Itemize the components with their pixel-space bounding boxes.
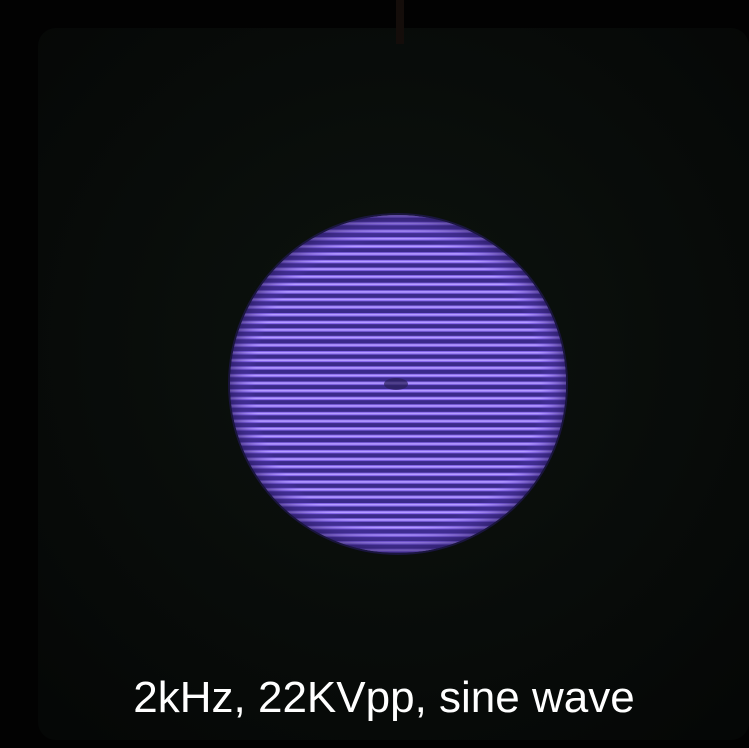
photo: 2kHz, 22KVpp, sine wave — [0, 0, 749, 748]
page-body: 2kHz, 22KVpp, sine wave (() => { const d… — [0, 0, 749, 748]
caption: 2kHz, 22KVpp, sine wave — [133, 673, 634, 722]
wire — [396, 0, 404, 44]
center-spot — [384, 378, 408, 390]
page: {"caption": "2kHz, 22KVpp, sine wave"} h… — [0, 0, 749, 748]
